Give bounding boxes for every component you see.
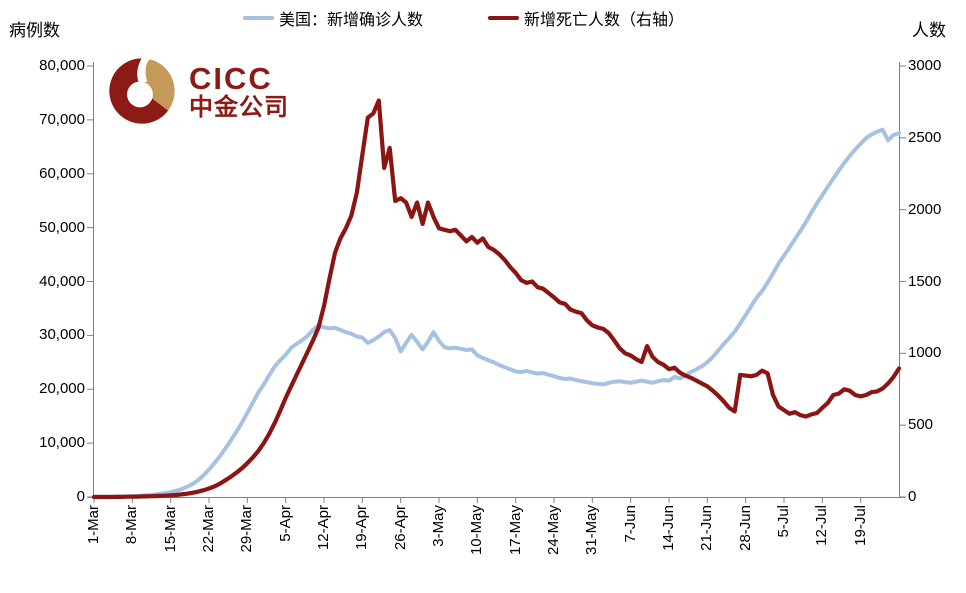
cases-line-marker xyxy=(243,16,274,20)
cases-line-series xyxy=(92,127,901,499)
x-axis-tick-label: 1-Mar xyxy=(85,505,102,545)
legend-item-cases: 美国：新增确诊人数 xyxy=(243,8,424,29)
left-axis-tick-label: 30,000 xyxy=(39,326,85,344)
left-axis-tick-label: 70,000 xyxy=(39,110,85,128)
x-axis-tick-label: 29-Mar xyxy=(238,505,256,553)
x-axis-tick-label: 24-May xyxy=(545,505,562,556)
right-axis-tick-label: 0 xyxy=(908,488,917,505)
left-axis-tick-label: 80,000 xyxy=(39,57,85,74)
x-axis-tick-label: 22-Mar xyxy=(200,505,217,553)
left-axis-tick-label: 0 xyxy=(76,488,85,505)
right-axis-tick-label: 500 xyxy=(908,416,934,434)
right-axis-title: 人数 xyxy=(912,21,946,40)
x-axis-tick-label: 12-Jul xyxy=(813,505,831,546)
x-axis-tick-label: 31-May xyxy=(583,505,601,556)
x-axis-tick-label: 10-May xyxy=(468,505,486,556)
legend-label-cases: 美国：新增确诊人数 xyxy=(279,12,424,29)
x-axis-tick-label: 21-Jun xyxy=(698,505,716,551)
logo-brand-text: CICC xyxy=(189,60,273,96)
left-axis-tick-label: 40,000 xyxy=(39,272,85,290)
right-axis-tick-label: 2000 xyxy=(908,200,942,218)
x-axis-tick-label: 14-Jun xyxy=(660,505,677,551)
cicc-logo-mark xyxy=(109,57,175,124)
right-axis-tick-label: 1500 xyxy=(908,272,942,290)
cicc-logo: CICC 中金公司 xyxy=(108,57,289,125)
left-axis-tick-label: 10,000 xyxy=(39,434,85,452)
legend-item-deaths: 新增死亡人数（右轴） xyxy=(488,8,685,29)
x-axis-tick-label: 7-Jun xyxy=(621,505,639,543)
left-axis-tick-label: 20,000 xyxy=(39,380,85,398)
x-axis-tick-label: 5-Apr xyxy=(276,505,294,542)
deaths-line-series xyxy=(91,98,902,500)
x-axis-tick-label: 17-May xyxy=(506,505,524,556)
x-axis-tick-label: 5-Jul xyxy=(775,505,792,538)
x-axis-tick-label: 15-Mar xyxy=(161,505,179,553)
x-axis-tick-label: 26-Apr xyxy=(391,505,409,551)
right-axis-tick-label: 2500 xyxy=(908,128,942,146)
x-axis-tick-label: 19-Apr xyxy=(353,505,371,551)
right-axis-tick-label: 1000 xyxy=(908,344,942,362)
left-axis-tick-label: 50,000 xyxy=(39,218,85,236)
x-axis-tick-label: 12-Apr xyxy=(315,505,332,551)
x-axis-tick-label: 28-Jun xyxy=(736,505,754,551)
x-axis-tick-label: 8-Mar xyxy=(123,505,141,545)
right-axis-tick-label: 3000 xyxy=(908,57,942,74)
logo-brand-cn-text: 中金公司 xyxy=(189,93,289,121)
left-axis-tick-label: 60,000 xyxy=(39,164,85,182)
left-axis-title: 病例数 xyxy=(9,21,60,40)
deaths-line-marker xyxy=(488,16,519,20)
legend-label-deaths: 新增死亡人数（右轴） xyxy=(524,12,685,29)
x-axis-tick-label: 19-Jul xyxy=(851,505,869,546)
x-axis-tick-label: 3-May xyxy=(430,505,447,547)
